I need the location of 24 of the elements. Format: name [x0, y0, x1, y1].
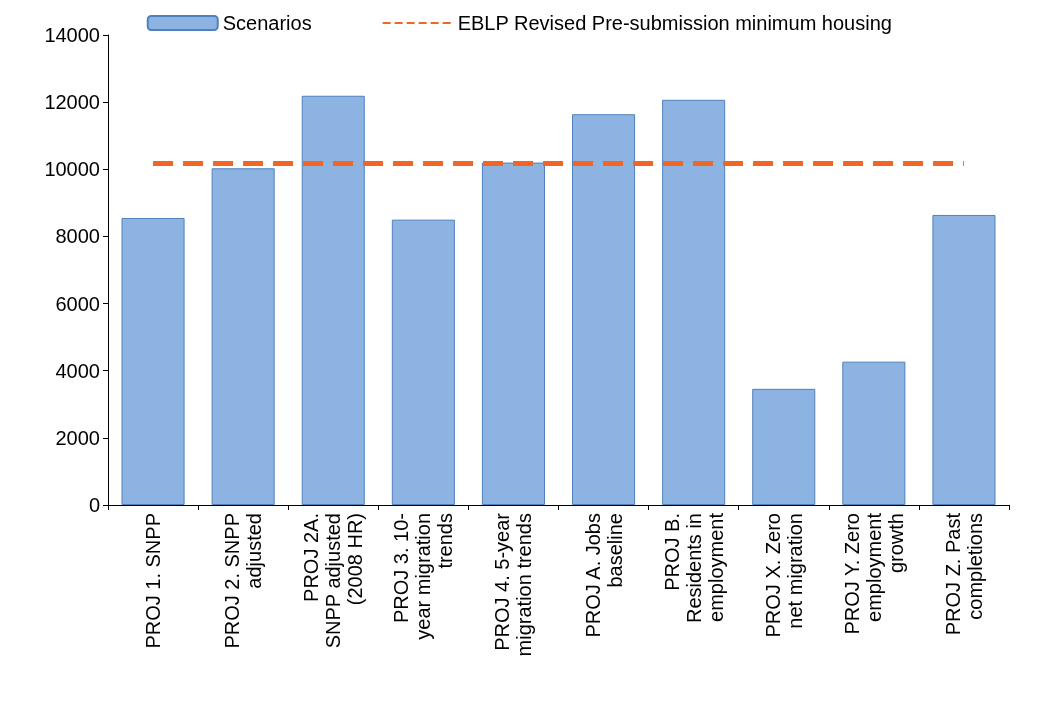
legend-label: Scenarios	[222, 12, 312, 34]
y-tick-label: 12000	[44, 91, 100, 114]
y-tick-label: 2000	[55, 426, 100, 449]
bar	[121, 217, 185, 505]
y-tick-label: 0	[88, 494, 100, 516]
x-tick-label: PROJ 3. 10- year migration trends	[390, 513, 457, 640]
bar	[842, 361, 906, 505]
y-tick-label: 14000	[44, 24, 100, 46]
x-tick-label: PROJ 2. SNPP adjusted	[221, 513, 266, 649]
y-tick-label: 8000	[55, 225, 100, 248]
bar	[211, 168, 275, 505]
y-tick-label: 4000	[55, 359, 100, 382]
bar	[481, 162, 545, 505]
bar	[301, 95, 365, 505]
y-tick-label: 6000	[55, 292, 100, 315]
bar	[932, 214, 996, 505]
bar	[752, 388, 816, 505]
x-tick-label: PROJ 1. SNPP	[142, 513, 165, 649]
bar	[391, 219, 455, 505]
bar	[662, 99, 726, 505]
x-tick-label: PROJ 2A. SNPP adjusted (2008 HR)	[300, 513, 367, 649]
legend-label: EBLP Revised Pre-submission minimum housing	[457, 12, 892, 34]
y-tick-label: 10000	[44, 158, 100, 181]
bar	[572, 114, 636, 505]
